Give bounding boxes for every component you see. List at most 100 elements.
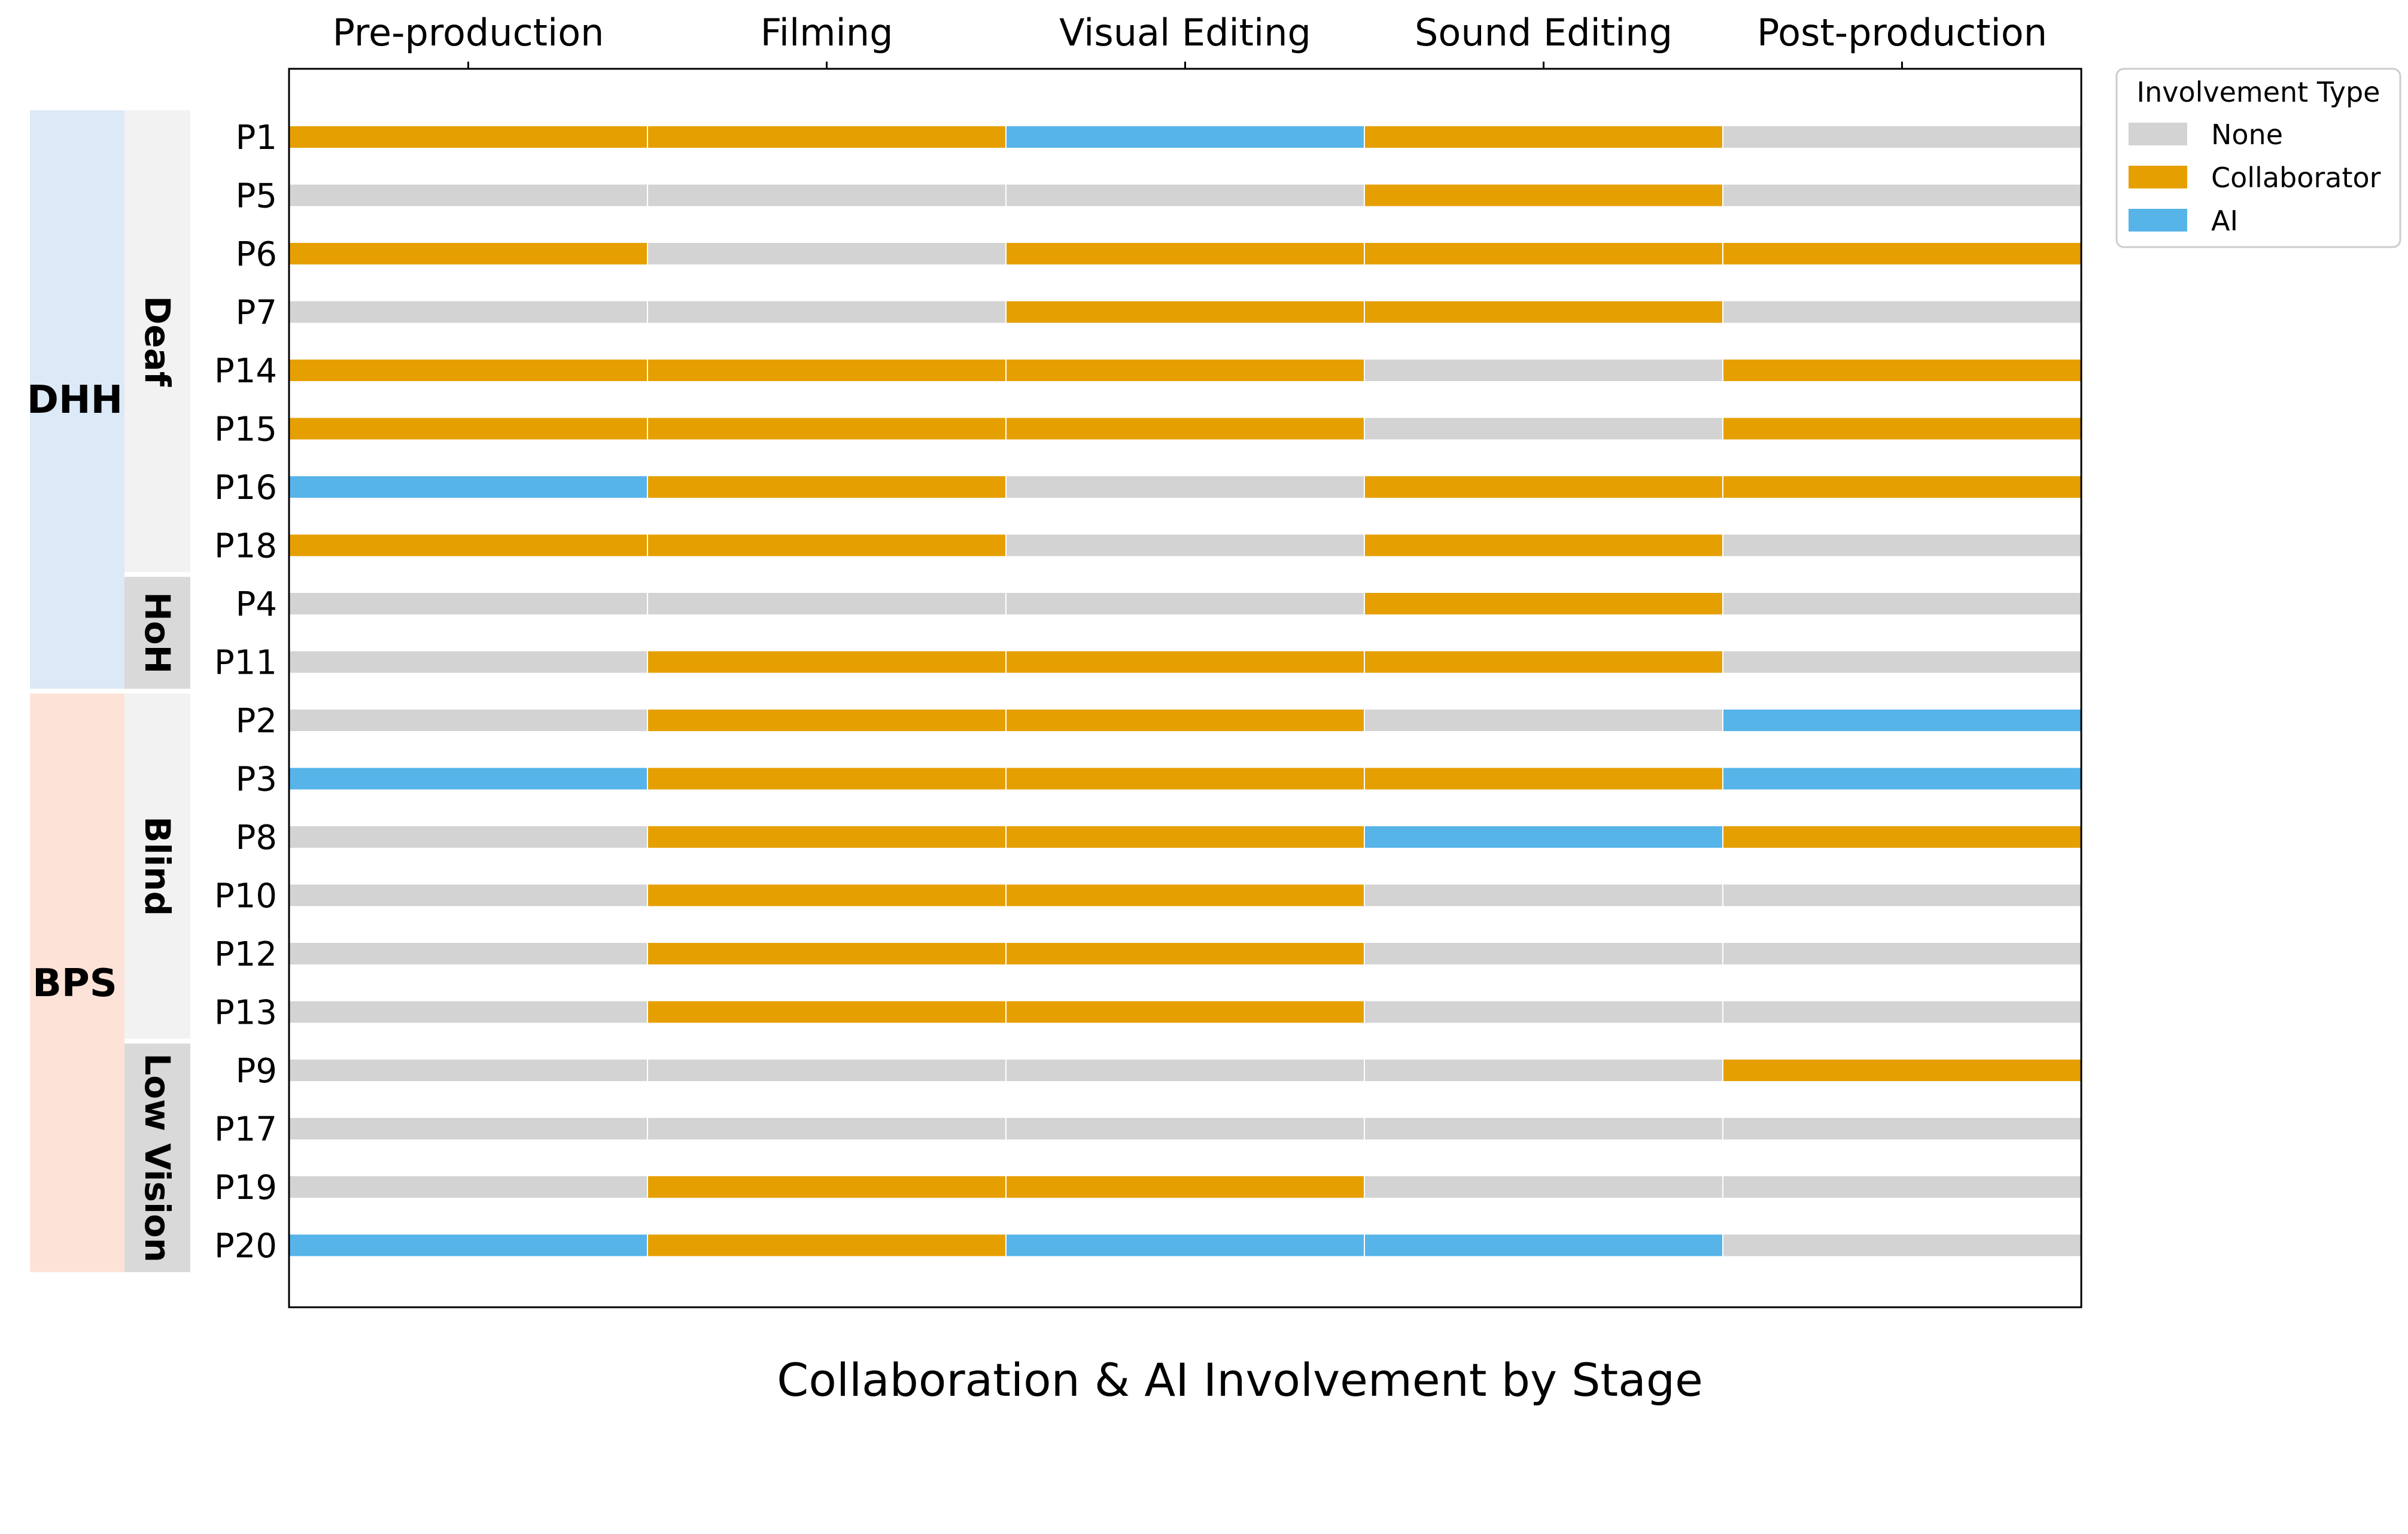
group-bands: DHH Deaf HoH BPS Blind Low Vision — [27, 110, 190, 1273]
bar-segment — [1005, 358, 1365, 382]
bar-segment — [647, 766, 1007, 791]
bar-segment — [647, 416, 1007, 441]
subgroup-label: HoH — [137, 592, 178, 674]
bar-segment — [647, 825, 1007, 849]
bar-segment — [1722, 533, 2082, 558]
bar-segment — [1722, 1233, 2082, 1258]
bar-segment — [288, 708, 648, 732]
stage-label: Visual Editing — [1059, 11, 1311, 54]
participant-label: P8 — [236, 818, 277, 857]
subgroup-label: Deaf — [137, 296, 178, 387]
bar-segment — [1005, 183, 1365, 208]
bar-segment — [647, 1116, 1007, 1141]
bar-segment — [1364, 766, 1723, 791]
participant-label: P17 — [214, 1110, 277, 1149]
bar-segment — [1364, 1058, 1723, 1082]
bar-segment — [647, 300, 1007, 324]
bar-segment — [1364, 300, 1723, 324]
legend: Involvement Type None Collaborator AI — [2115, 68, 2401, 248]
bar-segment — [1005, 1000, 1365, 1024]
bar-segment — [647, 1175, 1007, 1199]
bar-segment — [1722, 125, 2082, 149]
bar-segment — [1005, 592, 1365, 616]
bar-segment — [1005, 708, 1365, 732]
bar-segment — [1005, 942, 1365, 966]
participant-label: P11 — [214, 644, 277, 683]
bar-segment — [1722, 1058, 2082, 1082]
bar-segment — [1364, 1116, 1723, 1141]
stage-axis: Pre-production Filming Visual Editing Sound… — [333, 11, 2047, 69]
stage-label: Pre-production — [333, 11, 604, 54]
participant-label: P16 — [214, 468, 277, 507]
bar-segment — [288, 416, 648, 441]
participant-label: P1 — [236, 118, 277, 157]
x-axis-label: Collaboration & AI Involvement by Stage — [777, 1353, 1702, 1407]
group-label: BPS — [32, 961, 117, 1006]
bar-segment — [1722, 766, 2082, 791]
bar-segment — [1722, 1175, 2082, 1199]
group-label: DHH — [27, 378, 123, 422]
bar-segment — [647, 883, 1007, 908]
bar-segment — [288, 533, 648, 558]
bar-segment — [1364, 825, 1723, 849]
bar-segment — [1364, 592, 1723, 616]
bar-segment — [1005, 475, 1365, 499]
bar-segment — [1364, 242, 1723, 266]
bar-segment — [1722, 825, 2082, 849]
bar-segment — [288, 592, 648, 616]
bar-segment — [647, 358, 1007, 382]
legend-entry-label: AI — [2211, 205, 2238, 237]
participant-label: P2 — [236, 702, 277, 741]
bar-segment — [647, 942, 1007, 966]
participant-label: P13 — [214, 994, 277, 1033]
bar-segment — [647, 533, 1007, 558]
stage-label: Filming — [761, 11, 893, 54]
bar-segment — [1722, 1116, 2082, 1141]
bar-segment — [288, 242, 648, 266]
bar-segment — [1005, 1058, 1365, 1082]
bar-segment — [1364, 533, 1723, 558]
bar-segment — [1005, 1175, 1365, 1199]
bar-segment — [288, 475, 648, 499]
bar-segment — [1364, 1175, 1723, 1199]
bar-segment — [1364, 125, 1723, 149]
bar-segment — [1005, 650, 1365, 674]
legend-swatch — [2129, 209, 2187, 232]
bar-segment — [647, 592, 1007, 616]
legend-frame — [2115, 68, 2401, 248]
bar-segment — [647, 1000, 1007, 1024]
bar-segment — [288, 183, 648, 208]
bar-segment — [1364, 358, 1723, 382]
bar-segment — [647, 708, 1007, 732]
bar-segment — [288, 1000, 648, 1024]
bar-segment — [1722, 708, 2082, 732]
subgroup-band — [124, 110, 190, 573]
participant-label: P15 — [214, 410, 277, 449]
bar-segment — [1364, 942, 1723, 966]
stage-label: Sound Editing — [1415, 11, 1673, 54]
bar-segment — [1364, 708, 1723, 732]
subgroup-band — [124, 577, 190, 689]
participant-label: P9 — [236, 1052, 277, 1091]
subgroup-label: Blind — [137, 816, 178, 916]
legend-entry-label: Collaborator — [2211, 162, 2381, 194]
subgroup-band — [124, 693, 190, 1039]
bar-segment — [1005, 883, 1365, 908]
bar-segment — [1005, 125, 1365, 149]
bar-segment — [1722, 475, 2082, 499]
bar-segment — [1005, 242, 1365, 266]
legend-swatch — [2129, 166, 2187, 188]
bar-segment — [1364, 416, 1723, 441]
bar-segment — [1005, 416, 1365, 441]
bar-segment — [288, 300, 648, 324]
bar-segment — [1722, 592, 2082, 616]
bar-segment — [288, 825, 648, 849]
bar-segment — [1005, 825, 1365, 849]
bar-segment — [647, 650, 1007, 674]
bar-segment — [647, 242, 1007, 266]
participant-label: P12 — [214, 935, 277, 974]
group-band — [30, 693, 124, 1273]
row-labels: P1 P5 P6 P7 P14 P15 P16 P18 P4 P11 P2 P3 P8 P10 P12 P13… — [214, 118, 277, 1266]
bar-segment — [1005, 1116, 1365, 1141]
